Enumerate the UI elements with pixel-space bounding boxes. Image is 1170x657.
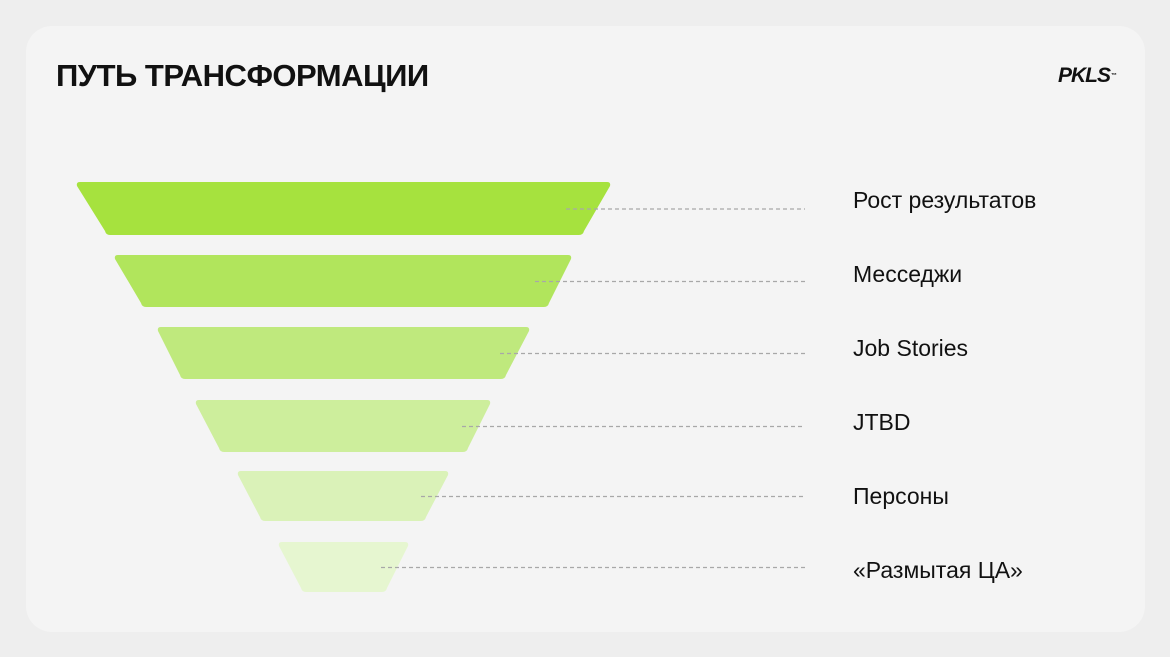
funnel-stage-personas bbox=[237, 471, 449, 521]
funnel-stage-growth bbox=[76, 182, 611, 235]
stage-label-blurred-audience: «Размытая ЦА» bbox=[853, 557, 1023, 583]
stage-label-personas: Персоны bbox=[853, 483, 949, 509]
stage-label-jtbd: JTBD bbox=[853, 409, 911, 435]
funnel-stage-job-stories bbox=[157, 327, 530, 379]
slide-title: ПУТЬ ТРАНСФОРМАЦИИ bbox=[56, 58, 429, 93]
funnel-stage-messages bbox=[114, 255, 572, 307]
logo-tm: ™ bbox=[1111, 73, 1117, 79]
stage-label-messages: Месседжи bbox=[853, 261, 963, 287]
stage-label-growth: Рост результатов bbox=[853, 187, 1037, 213]
brand-logo: PKLS™ bbox=[1058, 64, 1117, 88]
logo-text: PKLS bbox=[1058, 64, 1111, 87]
funnel-stage-blurred-audience bbox=[278, 542, 409, 592]
stage-label-job-stories: Job Stories bbox=[853, 335, 969, 361]
funnel-stage-jtbd bbox=[195, 400, 491, 452]
